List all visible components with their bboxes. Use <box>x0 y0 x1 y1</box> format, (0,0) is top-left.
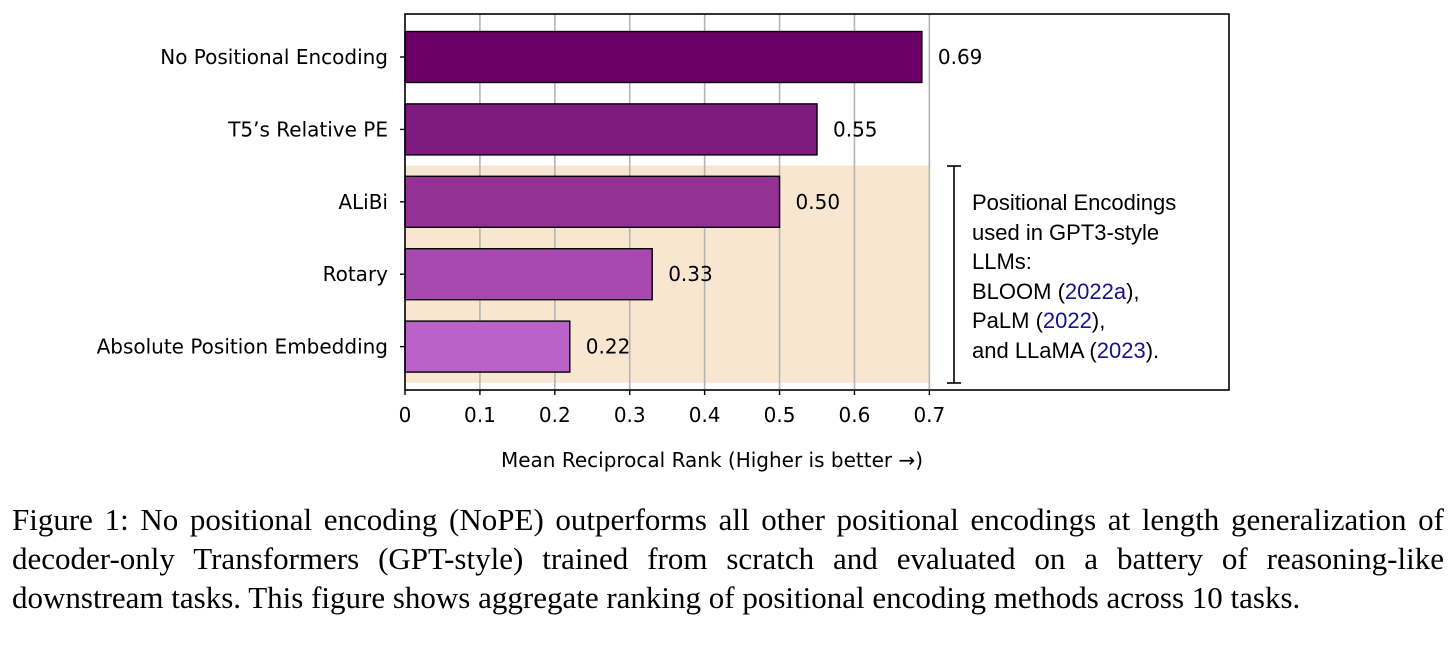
x-tick-label-3: 0.3 <box>614 403 646 427</box>
annotation-palm-end: ), <box>1091 308 1106 333</box>
category-label-4: Absolute Position Embedding <box>97 335 388 359</box>
figure-caption: Figure 1: No positional encoding (NoPE) … <box>12 502 1444 615</box>
annotation-line-3: LLMs: <box>972 249 1032 274</box>
annotation-palm-text: PaLM ( <box>972 308 1043 333</box>
plot-frame <box>404 13 1230 391</box>
value-label-2: 0.50 <box>796 190 841 214</box>
bar-1 <box>404 103 818 156</box>
value-label-1: 0.55 <box>833 117 878 141</box>
annotation-line-6: and LLaMA (2023). <box>972 336 1176 366</box>
category-label-3: Rotary <box>323 262 389 286</box>
category-labels: No Positional Encoding T5’s Relative PE AL… <box>97 45 405 359</box>
llama-citation-link[interactable]: 2023 <box>1096 337 1146 363</box>
bar-0 <box>404 30 923 84</box>
bar-chart: 0.690.550.500.330.22 No Positional Encod… <box>97 13 1230 472</box>
bloom-citation-link[interactable]: 2022a <box>1064 278 1127 304</box>
category-label-2: ALiBi <box>338 190 388 214</box>
bar-4 <box>404 320 571 373</box>
bars <box>404 30 923 373</box>
annotation-bracket <box>947 165 961 384</box>
x-axis-label: Mean Reciprocal Rank (Higher is better →… <box>501 448 923 472</box>
annotation-line-4: BLOOM (2022a), <box>972 277 1176 307</box>
annotation-llama-text: and LLaMA ( <box>972 337 1097 363</box>
bar-3 <box>404 247 653 301</box>
x-axis-ticks: 0 0.1 0.2 0.3 0.4 0.5 0.6 0.7 <box>399 390 945 427</box>
value-label-3: 0.33 <box>668 262 713 286</box>
annotation-llama-end: ). <box>1145 337 1160 363</box>
annotation-line-5: PaLM (2022), <box>972 306 1176 336</box>
value-label-0: 0.69 <box>938 45 983 69</box>
annotation-bloom-text: BLOOM ( <box>972 278 1065 304</box>
annotation-bloom-end: ), <box>1126 278 1140 304</box>
gpt3-annotation: Positional Encodings used in GPT3-style … <box>972 188 1176 365</box>
category-label-1: T5’s Relative PE <box>227 117 388 141</box>
x-tick-label-5: 0.5 <box>764 403 796 427</box>
bar-2 <box>404 175 781 229</box>
category-label-0: No Positional Encoding <box>160 45 388 69</box>
value-labels: 0.69 0.55 0.50 0.33 0.22 <box>586 45 983 359</box>
x-tick-label-1: 0.1 <box>464 403 496 427</box>
x-tick-label-6: 0.6 <box>839 403 871 427</box>
x-tick-label-7: 0.7 <box>913 403 945 427</box>
annotation-line-2: used in GPT3-style <box>972 219 1160 245</box>
palm-citation-link[interactable]: 2022 <box>1042 308 1092 333</box>
x-tick-label-2: 0.2 <box>539 403 571 427</box>
annotation-line-1: Positional Encodings <box>972 190 1177 215</box>
x-tick-label-4: 0.4 <box>689 403 721 427</box>
value-label-4: 0.22 <box>586 335 631 359</box>
x-tick-label-0: 0 <box>399 403 412 427</box>
